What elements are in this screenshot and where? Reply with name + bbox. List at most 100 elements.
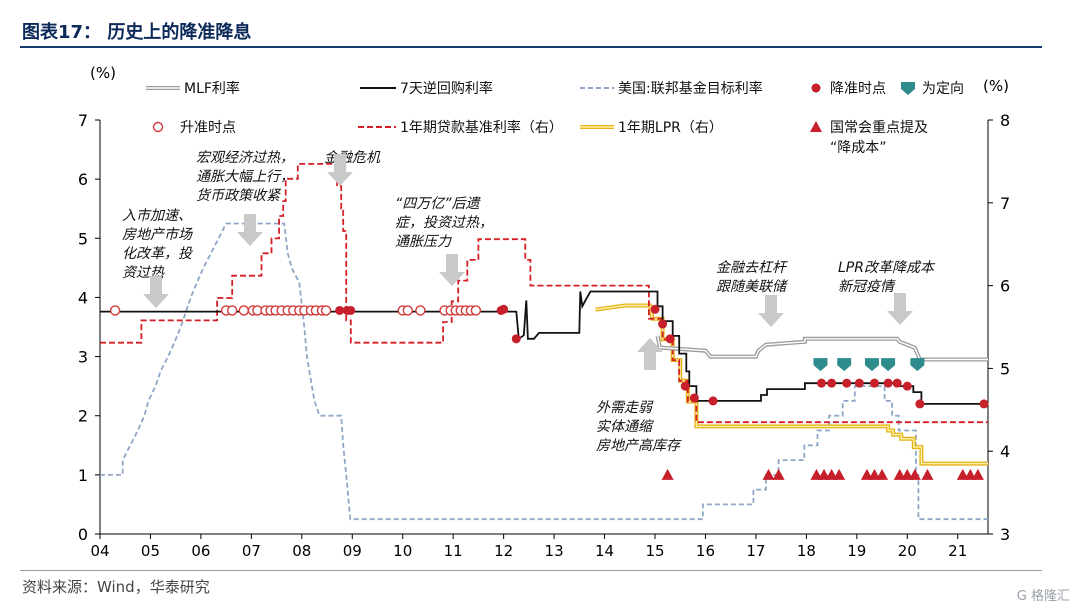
annotation-arrow-icon (439, 254, 465, 286)
rrr-cut-marker (511, 334, 521, 344)
legend-label: 1年期贷款基准利率（右） (400, 119, 563, 136)
legend-label: 1年期LPR（右） (618, 120, 723, 136)
watermark: G 格隆汇 (1016, 589, 1070, 604)
annotation-text: 外需走弱实体通缩房地产高库存 (596, 400, 682, 454)
source-note: 资料来源：Wind，华泰研究 (22, 578, 210, 596)
rrr-cut-marker (817, 378, 826, 388)
rrr-hike-marker (415, 305, 426, 316)
x-tick-label: 06 (191, 542, 210, 560)
x-tick-label: 04 (90, 542, 109, 560)
annotation-arrow-icon (887, 293, 913, 325)
right-tick-label: 8 (1000, 111, 1010, 130)
annotation-text: “四万亿”后遗症，投资过热，通胀压力 (395, 196, 493, 250)
targeted-marker (864, 358, 879, 372)
rrr-cut-marker (335, 305, 345, 315)
state-council-marker (825, 468, 838, 480)
x-tick-label: 20 (898, 542, 917, 560)
x-tick-label: 19 (847, 542, 866, 560)
rrr-cut-marker (827, 378, 837, 388)
state-council-marker (908, 468, 921, 480)
annotation-text: 金融危机 (324, 150, 381, 166)
title-bar: 图表17： 历史上的降准降息 (22, 18, 1040, 46)
rrr-cut-marker (869, 378, 879, 388)
x-tick-label: 14 (595, 542, 614, 560)
legend-label: 国常会重点提及“降成本” (830, 120, 928, 156)
left-tick-label: 0 (78, 525, 88, 544)
legend-label: 升准时点 (180, 120, 236, 136)
x-tick-label: 15 (645, 542, 664, 560)
page-title: 图表17： 历史上的降准降息 (22, 22, 252, 43)
footer-divider (20, 570, 1042, 571)
annotation-arrow-icon (758, 295, 784, 327)
legend-rrr-hike-symbol (152, 121, 164, 133)
rrr-cut-marker (915, 399, 925, 409)
x-tick-label: 07 (242, 542, 261, 560)
state-council-marker (956, 468, 969, 480)
legend-label: 降准时点 (830, 81, 886, 97)
annotation-text: 入市加速、房地产市场化改革，投资过热 (122, 208, 194, 281)
rrr-cut-marker (883, 378, 893, 388)
annotation-arrow-icon (143, 276, 169, 308)
legend-state-council-symbol (810, 121, 822, 132)
targeted-marker (881, 358, 896, 372)
state-council-marker (661, 468, 674, 480)
state-council-marker (810, 468, 823, 480)
x-tick-label: 21 (948, 542, 967, 560)
annotation-text: 宏观经济过热，通胀大幅上行，货币政策收紧 (196, 150, 294, 204)
state-council-marker (762, 468, 775, 480)
left-tick-label: 7 (78, 111, 88, 130)
state-council-marker (921, 468, 934, 480)
legend-label: 美国:联邦基金目标利率 (618, 80, 763, 97)
annotation-arrow-icon (637, 338, 663, 370)
rrr-hike-marker (109, 305, 121, 316)
lending-rate-line (100, 163, 988, 424)
rrr-cut-marker (650, 304, 660, 314)
x-tick-label: 05 (141, 542, 160, 560)
legend-targeted-symbol (901, 82, 915, 95)
right-tick-label: 6 (1000, 277, 1010, 296)
rrr-hike-marker (320, 305, 332, 316)
rrr-cut-marker (346, 305, 356, 315)
state-council-marker (901, 468, 914, 480)
left-tick-label: 6 (78, 170, 88, 189)
right-tick-label: 4 (1000, 442, 1010, 461)
rrr-cut-marker (854, 378, 864, 388)
legend-label: 7天逆回购利率 (400, 80, 493, 97)
targeted-marker (813, 358, 828, 372)
annotation-text: LPR改革降成本新冠疫情 (838, 260, 936, 295)
state-council-marker (833, 468, 846, 480)
rrr-cut-marker (708, 396, 718, 406)
state-council-marker (772, 468, 785, 480)
rrr-hike-marker (470, 305, 482, 316)
rrr-cut-marker (689, 393, 699, 403)
x-tick-label: 11 (444, 542, 463, 560)
rrr-cut-marker (902, 381, 912, 391)
rrr-cut-marker (658, 319, 668, 329)
legend-label: 为定向 (922, 81, 964, 97)
state-council-marker (964, 468, 977, 480)
title-divider (20, 46, 1042, 48)
x-tick-label: 08 (292, 542, 311, 560)
rrr-cut-marker (496, 305, 506, 315)
right-axis-unit: (%) (983, 77, 1009, 95)
state-council-marker (860, 468, 873, 480)
x-tick-label: 18 (797, 542, 816, 560)
rrr-cut-marker (680, 381, 690, 391)
left-tick-label: 2 (78, 407, 88, 426)
left-tick-label: 3 (78, 348, 88, 367)
rrr-hike-marker (226, 305, 238, 316)
annotation-arrow-icon (327, 154, 353, 186)
state-council-marker (971, 468, 984, 480)
mlf-line-inner (656, 335, 988, 361)
targeted-marker (837, 358, 852, 372)
rrr-cut-marker (842, 378, 852, 388)
legend-label: MLF利率 (184, 80, 240, 97)
x-tick-label: 17 (746, 542, 765, 560)
fed-funds-line (100, 222, 988, 521)
right-tick-label: 7 (1000, 194, 1010, 213)
x-tick-label: 10 (393, 542, 412, 560)
annotation-text: 金融去杠杆跟随美联储 (716, 260, 789, 295)
state-council-marker (893, 468, 906, 480)
rrr-cut-marker (665, 334, 675, 344)
